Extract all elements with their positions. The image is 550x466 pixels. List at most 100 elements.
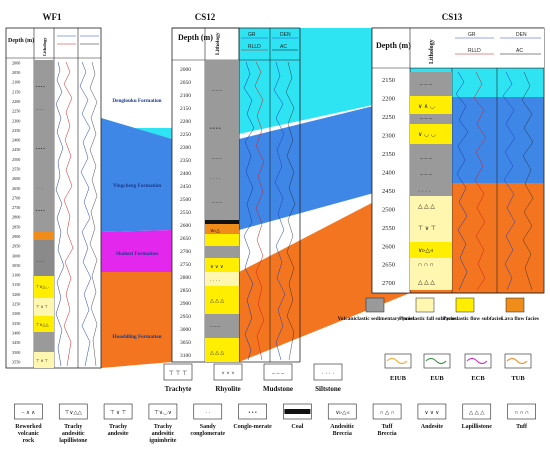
depth-tick: 3050 [180,340,191,346]
yingcheng-label: Yingcheng Formation [113,183,161,189]
svg-text:∨▹△: ∨▹△ [210,228,220,234]
lithology-legend-item: △ △ △ Lapillistone [462,403,493,430]
lithology-symbol: · · [205,410,210,416]
shahezi-label: Shahezi Formation [116,251,158,257]
svg-text:– – –: – – – [211,89,223,94]
svg-text:– – –: – – – [271,371,285,377]
lithology-symbol: ~ ∧ ∧ [22,410,36,416]
huoshiling-label: Huoshiling Formation [112,334,161,340]
lithology-symbol: • • • [248,410,257,416]
lithology-legend-item: ⊤ ∨ ⊤ Trachy andesite [103,403,133,437]
depth-tick: 2350 [180,158,191,164]
lithology-label: Lapillistone [462,424,493,430]
svg-text:⊤ ∨ ⊤: ⊤ ∨ ⊤ [36,304,48,309]
depth-header: Depth (m) [8,37,34,44]
lithology-legend-item: ⊤∨△△ Trachy andesitic lapillistone [58,403,88,444]
lithology-legend-item: ⊤∨◡∨ Trachy andesitic ignimbrite [148,403,178,444]
svg-text:GR: GR [248,32,256,38]
formation-labels: Denglouku Formation Yingcheng Formation … [112,98,161,340]
depth-tick: 2800 [12,215,20,220]
svg-text:∨ ∧ ◡: ∨ ∧ ◡ [418,104,435,110]
lithology-label: Coal [291,424,303,430]
depth-tick: 2950 [12,244,20,249]
lithology-header: Lithology [42,37,47,56]
depth-tick: 2500 [12,157,20,162]
depth-tick: 2200 [180,119,191,125]
svg-text:· · · ·: · · · · [418,189,431,195]
depth-tick: 2850 [12,224,20,229]
svg-text:– – –: – – – [419,156,433,162]
svg-text:– – –: – – – [211,157,223,162]
lithology-label: Andesite [421,424,444,430]
depth-tick: 2500 [180,197,191,203]
denglouku-label: Denglouku Formation [112,98,161,104]
depth-tick: 2700 [180,249,191,255]
depth-tick: 2300 [180,145,191,151]
depth-tick: 2650 [12,186,20,191]
svg-text:Lava flow facies: Lava flow facies [501,316,539,322]
depth-tick: 2350 [12,128,20,133]
svg-text:⊤ ⊤ ⊤: ⊤ ⊤ ⊤ [169,370,188,377]
depth-tick: 3100 [12,273,20,278]
depth-tick: 2250 [382,114,395,121]
depth-tick: 3000 [12,253,20,258]
lithology-symbol: ⊤∨△△ [65,409,83,416]
well-name: WF1 [43,12,62,22]
depth-tick: 2150 [12,89,20,94]
lithology-legend-item: ∨▹△◃ Andesitic Breccia [327,403,357,437]
depth-tick: 3150 [12,282,20,287]
svg-text:△ △ △: △ △ △ [210,298,224,304]
depth-tick: 2600 [180,223,191,229]
depth-tick: 3000 [180,327,191,333]
depth-tick: 2950 [180,314,191,320]
lithology-legend-row2: ~ ∧ ∧ Reworked volcanic rock ⊤∨△△ Trachy andes… [14,403,536,444]
depth-tick: 3250 [12,302,20,307]
depth-tick: 2400 [12,138,20,143]
well-cs13: CS13 Depth (m) Lithology 2150 2200 2250 230… [371,12,545,294]
svg-text:Pyroclastic flow subfacies: Pyroclastic flow subfacies [443,316,503,322]
lithology-symbol: ∨ ∨ ∨ [425,410,440,416]
depth-tick: 2700 [382,280,395,287]
svg-text:• • • •: • • • • [210,127,221,132]
lithology-legend-item: ∩ △ ∩ Tuff Breccia [372,403,402,437]
svg-text:RLLD: RLLD [468,48,481,54]
svg-text:Siltstone: Siltstone [315,385,341,393]
depth-tick: 2550 [180,210,191,216]
depth-tick: 2800 [180,275,191,281]
lithology-symbol: ∩ △ ∩ [380,410,395,416]
svg-text:△ △ △: △ △ △ [210,350,224,356]
svg-text:Lithology: Lithology [215,32,221,55]
lithology-symbol: ⊤∨◡∨ [154,409,172,416]
lithology-legend-item: ∩ ∩ ∩ Tuff [507,403,536,430]
svg-text:– – –: – – – [419,116,433,122]
lithology-legend-item: ~ ∧ ∧ Reworked volcanic rock [14,403,43,444]
depth-tick: 2100 [180,93,191,99]
depth-tick: 2600 [12,176,20,181]
lithology-label: Reworked volcanic rock [15,424,42,444]
depth-tick: 2050 [180,80,191,86]
svg-text:∨ ∨ ∨: ∨ ∨ ∨ [210,265,224,270]
lithology-symbol: ∨▹△◃ [335,410,349,416]
depth-tick: 2650 [180,236,191,242]
svg-text:– – –: – – – [211,201,223,206]
depth-tick: 2250 [12,109,20,114]
depth-tick: 2550 [12,166,20,171]
depth-tick: 2700 [12,195,20,200]
svg-text:· · · ·: · · · · [210,177,221,182]
svg-text:AC: AC [516,48,523,54]
depth-tick: 2550 [382,225,395,232]
svg-text:– – –: – – – [35,258,45,263]
svg-text:TUB: TUB [511,375,525,382]
lithology-legend-item: ∨ ∨ ∨ Andesite [417,403,447,430]
lithology-label: Trachy andesitic lapillistone [59,424,87,444]
svg-text:DEN: DEN [516,32,527,38]
depth-tick: 2450 [180,184,191,190]
svg-text:⊤ ∨ ⊤: ⊤ ∨ ⊤ [36,358,48,363]
svg-text:Mudstone: Mudstone [263,385,293,393]
depth-tick: 2150 [180,106,191,112]
lithology-label: Trachy andesite [108,424,129,437]
svg-text:· · · ·: · · · · [210,279,221,284]
lithology-label: Conglo-merate [233,424,272,430]
svg-text:⊤∨△◡: ⊤∨△◡ [36,284,49,289]
lithology-label: Tuff [516,424,528,430]
